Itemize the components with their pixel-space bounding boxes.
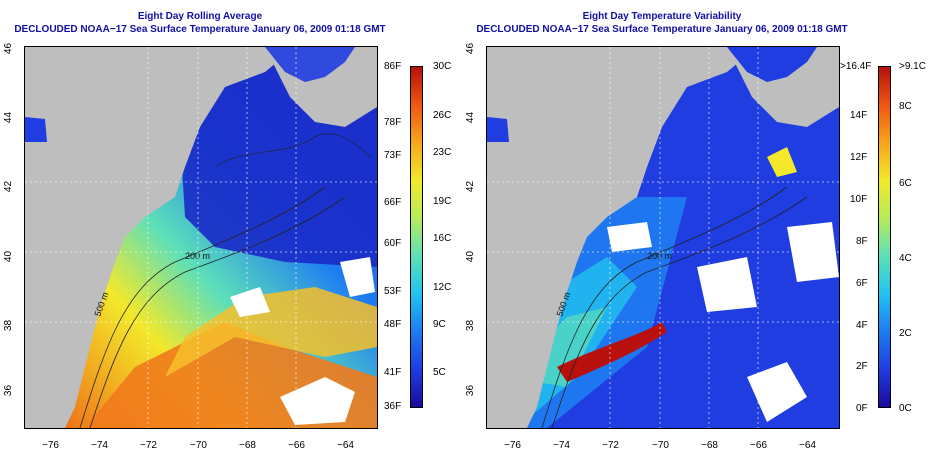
- left-cbar-c: 12C: [433, 282, 452, 293]
- left-cbar-f: 36F: [384, 401, 402, 412]
- left-ytick: 44: [3, 111, 15, 124]
- left-cbar-f: 48F: [384, 319, 402, 330]
- right-cbar-f: 8F: [856, 236, 868, 247]
- right-cbar-c: 4C: [899, 253, 912, 264]
- right-ytick: 46: [465, 42, 477, 55]
- right-xtick: −68: [701, 440, 718, 451]
- left-xtick: −72: [140, 440, 157, 451]
- right-map-graphic: 200 m 500 m: [487, 47, 839, 428]
- right-title: Eight Day Temperature Variability: [582, 11, 742, 22]
- left-map-graphic: 200 m 500 m: [25, 47, 377, 428]
- left-sst-map[interactable]: 200 m 500 m: [24, 46, 378, 429]
- left-cbar-f: 66F: [384, 197, 402, 208]
- right-cbar-c: 0C: [899, 403, 912, 414]
- left-cbar-c: 16C: [433, 233, 452, 244]
- left-ytick: 36: [3, 384, 15, 397]
- left-colorbar: [410, 66, 423, 408]
- left-cbar-c: 30C: [433, 61, 452, 72]
- left-cbar-f: 73F: [384, 150, 402, 161]
- right-cbar-f: 4F: [856, 320, 868, 331]
- left-cbar-f: 53F: [384, 286, 402, 297]
- left-ytick: 40: [3, 250, 15, 263]
- left-cbar-f: 41F: [384, 367, 402, 378]
- left-xtick: −76: [42, 440, 59, 451]
- right-cbar-f: 0F: [856, 403, 868, 414]
- left-cbar-c: 23C: [433, 147, 452, 158]
- left-cbar-c: 19C: [433, 196, 452, 207]
- right-cbar-f: >16.4F: [840, 61, 872, 72]
- right-cbar-f: 6F: [856, 278, 868, 289]
- left-title: Eight Day Rolling Average: [137, 11, 263, 22]
- left-cbar-f: 60F: [384, 238, 402, 249]
- right-cbar-f: 12F: [850, 152, 868, 163]
- right-cbar-c: 6C: [899, 178, 912, 189]
- left-xtick: −66: [288, 440, 305, 451]
- left-subtitle: DECLOUDED NOAA−17 Sea Surface Temperatur…: [14, 24, 386, 35]
- right-cbar-f: 2F: [856, 361, 868, 372]
- left-cbar-c: 5C: [433, 367, 446, 378]
- right-colorbar: [878, 66, 891, 408]
- left-contour-label-200: 200 m: [185, 251, 210, 261]
- right-xtick: −70: [652, 440, 669, 451]
- right-cbar-f: 10F: [850, 194, 868, 205]
- left-ytick: 42: [3, 180, 15, 193]
- right-xtick: −74: [553, 440, 570, 451]
- right-xtick: −64: [799, 440, 816, 451]
- right-ytick: 42: [465, 180, 477, 193]
- right-subtitle: DECLOUDED NOAA−17 Sea Surface Temperatur…: [476, 24, 848, 35]
- left-cbar-f: 86F: [384, 61, 402, 72]
- left-cbar-f: 78F: [384, 117, 402, 128]
- left-xtick: −74: [91, 440, 108, 451]
- left-cbar-c: 26C: [433, 110, 452, 121]
- right-xtick: −66: [750, 440, 767, 451]
- right-ytick: 44: [465, 111, 477, 124]
- right-contour-label-200: 200 m: [647, 251, 672, 261]
- right-cbar-f: 14F: [850, 110, 868, 121]
- right-ytick: 38: [465, 319, 477, 332]
- right-ytick: 36: [465, 384, 477, 397]
- left-xtick: −70: [190, 440, 207, 451]
- left-ytick: 38: [3, 319, 15, 332]
- left-ytick: 46: [3, 42, 15, 55]
- right-cbar-c: 8C: [899, 101, 912, 112]
- right-ytick: 40: [465, 250, 477, 263]
- right-cbar-c: 2C: [899, 328, 912, 339]
- left-cbar-c: 9C: [433, 319, 446, 330]
- left-xtick: −64: [337, 440, 354, 451]
- left-xtick: −68: [239, 440, 256, 451]
- right-xtick: −76: [504, 440, 521, 451]
- right-xtick: −72: [602, 440, 619, 451]
- right-variability-map[interactable]: 200 m 500 m: [486, 46, 840, 429]
- right-cbar-c: >9.1C: [899, 61, 926, 72]
